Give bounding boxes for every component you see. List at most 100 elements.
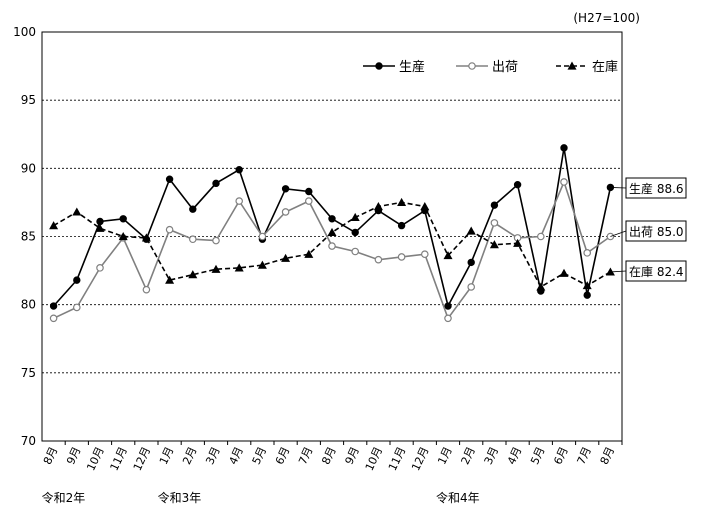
legend-label: 生産 [399,59,425,75]
data-point-marker [374,255,383,264]
year-label: 令和2年 [42,490,86,505]
data-point-marker [304,249,314,258]
data-point-marker [96,264,104,272]
data-point-marker [560,144,568,152]
data-point-marker [513,180,522,189]
x-tick-label: 8月 [319,445,338,467]
data-point-marker [49,314,58,323]
data-point-marker [141,233,151,242]
x-tick-label: 2月 [180,445,199,467]
data-point-marker [583,291,591,299]
data-point-marker [211,264,221,273]
data-point-marker [165,175,174,183]
x-tick-label: 7月 [575,445,594,467]
data-point-marker [375,62,383,70]
data-point-marker [257,260,267,269]
data-point-marker [95,223,105,232]
data-point-marker [536,232,545,241]
data-point-marker [490,201,499,209]
legend-label: 出荷 [492,60,518,75]
data-point-marker [235,197,244,205]
end-label: 出荷 85.0 [610,220,687,242]
series-生産 [49,144,615,310]
data-point-marker [165,225,174,234]
end-label-box [625,177,687,199]
data-point-marker [72,207,82,216]
data-point-marker [583,249,592,257]
data-point-marker [490,219,499,227]
legend-label: 在庫 [592,60,618,75]
leader-line [610,187,627,189]
data-point-marker [397,253,406,261]
data-point-marker [281,185,290,193]
x-tick-label: 11月 [386,445,408,473]
data-point-marker [350,212,360,222]
y-tick-label: 70 [21,434,36,448]
year-label: 令和3年 [158,490,202,505]
x-tick-label: 11月 [108,445,130,473]
data-point-marker [49,221,59,230]
x-tick-label: 6月 [551,445,570,467]
data-point-marker [281,208,290,216]
data-point-marker [189,235,197,244]
x-tick-label: 1月 [435,445,454,467]
data-point-marker [420,202,430,211]
data-point-marker [73,303,81,312]
data-point-marker [559,268,569,277]
data-point-marker [468,62,476,70]
end-label: 生産 88.6 [610,177,687,199]
gridlines [42,99,622,374]
data-point-marker [397,197,407,207]
x-tick-label: 1月 [157,445,176,467]
x-tick-label: 2月 [459,445,478,467]
x-tick-label: 4月 [505,445,524,467]
data-point-marker [605,267,615,276]
series-line [53,147,612,309]
legend: 生産 出荷 在庫 [363,59,618,75]
x-tick-label: 9月 [343,445,362,467]
data-point-marker [235,165,243,174]
data-point-marker [49,302,58,310]
x-tick-label: 10月 [363,445,385,473]
leader-line [610,230,627,237]
legend-entry: 出荷 [456,60,518,75]
y-axis-ticks: 70 75 80 85 90 95 100 [13,25,36,448]
year-labels: 令和2年 令和3年 令和4年 [42,490,480,505]
x-tick-label: 6月 [273,445,292,467]
data-point-marker [373,202,383,211]
series-出荷 [49,178,615,323]
end-label-text: 在庫 82.4 [629,265,684,279]
data-point-marker [212,179,220,188]
data-point-marker [281,253,291,262]
y-tick-label: 100 [13,25,36,39]
end-label-box [625,220,687,242]
data-point-marker [189,205,197,213]
legend-entry: 在庫 [556,60,618,75]
data-point-marker [119,215,127,223]
x-tick-label: 8月 [598,445,617,467]
data-point-marker [489,240,499,249]
data-point-marker [567,61,577,70]
y-tick-label: 80 [21,298,36,312]
series-line [53,179,611,320]
data-point-marker [582,281,592,290]
y-tick-label: 95 [21,93,36,107]
data-point-marker [513,238,523,247]
data-point-marker [328,215,336,223]
data-point-marker [96,217,104,226]
data-point-marker [234,263,244,272]
data-point-marker [118,232,128,241]
y-tick-label: 90 [21,161,36,175]
x-tick-label: 3月 [482,445,501,467]
end-label-text: 出荷 85.0 [629,225,684,239]
data-point-marker [188,270,198,279]
data-point-marker [328,242,336,250]
data-point-marker [305,187,313,196]
x-tick-label: 10月 [84,445,106,473]
x-tick-label: 12月 [131,445,153,473]
data-point-marker [420,250,429,259]
x-tick-label: 9月 [64,445,83,467]
end-label-text: 生産 88.6 [629,181,684,196]
